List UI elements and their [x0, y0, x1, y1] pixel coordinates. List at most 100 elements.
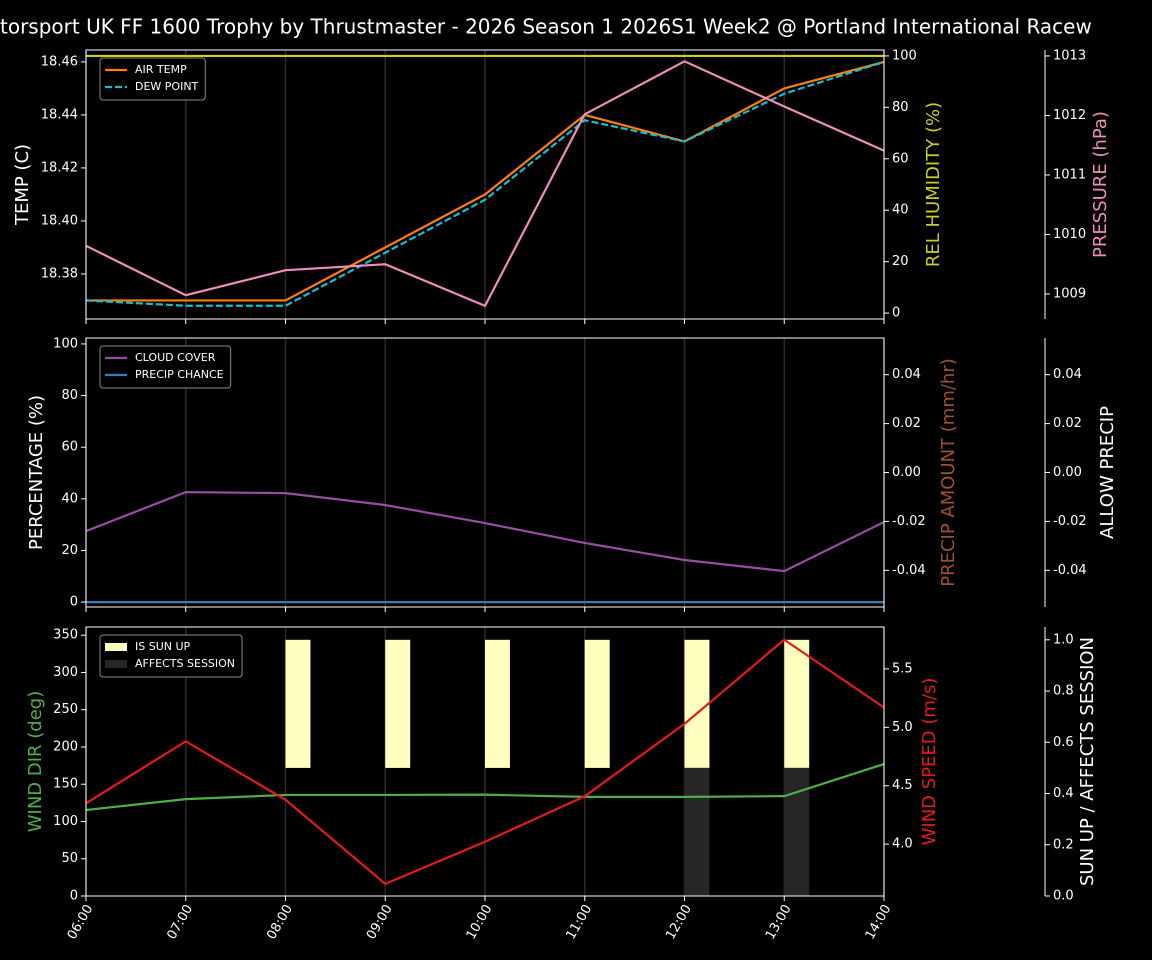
- y2-tick-label: 80: [892, 100, 909, 115]
- y3-axis-label: ALLOW PRECIP: [1097, 406, 1118, 539]
- y2-axis-label: REL HUMIDITY (%): [923, 102, 944, 267]
- y3-tick-label: 0.2: [1053, 837, 1074, 852]
- y3-tick-label: 1010: [1053, 227, 1086, 242]
- y3-tick-label: 0.4: [1053, 786, 1074, 801]
- y-axis-label: TEMP (C): [12, 144, 33, 226]
- y-tick-label: 100: [53, 814, 78, 829]
- y2-tick-label: 4.5: [892, 778, 913, 793]
- y-tick-label: 100: [53, 336, 78, 351]
- bar: [784, 767, 810, 896]
- line: [85, 763, 885, 812]
- y3-tick-label: 0.8: [1053, 684, 1074, 699]
- legend-label: IS SUN UP: [135, 640, 191, 653]
- y2-tick-label: 0: [892, 306, 900, 321]
- y3-tick-label: 1.0: [1053, 632, 1074, 647]
- y-tick-label: 60: [61, 440, 78, 455]
- y3-tick-label: -0.04: [1053, 563, 1087, 578]
- y3-tick-label: 0.0: [1053, 889, 1074, 904]
- legend-label: CLOUD COVER: [135, 351, 216, 364]
- legend-label: PRECIP CHANCE: [135, 368, 224, 381]
- x-tick-label: 10:00: [464, 902, 496, 942]
- y-tick-label: 0: [70, 595, 78, 610]
- chart-title: torsport UK FF 1600 Trophy by Thrustmast…: [0, 15, 1092, 39]
- y3-tick-label: 0.00: [1053, 465, 1082, 480]
- bar: [285, 639, 311, 768]
- line: [85, 60, 885, 307]
- y-tick-label: 18.42: [41, 160, 78, 175]
- line: [86, 60, 885, 302]
- y2-tick-label: 40: [892, 203, 909, 218]
- y2-tick-label: 0.02: [892, 416, 921, 431]
- y3-tick-label: -0.02: [1053, 514, 1087, 529]
- y2-axis-label: PRECIP AMOUNT (mm/hr): [938, 358, 959, 587]
- y2-tick-label: -0.02: [892, 514, 926, 529]
- bar: [784, 639, 810, 768]
- y3-tick-label: 0.02: [1053, 416, 1082, 431]
- y3-tick-label: 1012: [1053, 108, 1086, 123]
- y2-tick-label: 4.0: [892, 837, 913, 852]
- y-tick-label: 18.40: [41, 213, 78, 228]
- plot-frame: [85, 49, 885, 320]
- y3-tick-label: 1011: [1053, 167, 1086, 182]
- x-tick-label: 09:00: [364, 902, 396, 942]
- legend-box: [99, 345, 232, 389]
- x-tick-label: 11:00: [564, 902, 596, 942]
- legend: IS SUN UP AFFECTS SESSION: [99, 634, 243, 678]
- bar: [684, 639, 710, 768]
- legend-box: [99, 634, 243, 678]
- y-tick-label: 18.44: [41, 107, 78, 122]
- y3-tick-label: 1009: [1053, 287, 1086, 302]
- bar: [584, 639, 610, 768]
- y3-tick-label: 0.04: [1053, 367, 1082, 382]
- x-tick-label: 14:00: [863, 902, 895, 942]
- y2-tick-label: -0.04: [892, 563, 926, 578]
- y3-axis-label: PRESSURE (hPa): [1090, 111, 1111, 258]
- y2-tick-label: 5.5: [892, 661, 913, 676]
- legend-label: AFFECTS SESSION: [135, 657, 235, 670]
- line: [85, 60, 885, 308]
- x-tick-label: 12:00: [663, 902, 695, 942]
- y-tick-label: 0: [70, 889, 78, 904]
- x-tick-label: 07:00: [165, 902, 197, 942]
- y2-axis-label: WIND SPEED (m/s): [919, 678, 940, 846]
- y-tick-label: 80: [61, 388, 78, 403]
- legend: CLOUD COVER PRECIP CHANCE: [99, 345, 232, 389]
- x-tick-label: 08:00: [264, 902, 296, 942]
- legend: AIR TEMP DEW POINT: [99, 57, 206, 101]
- y2-tick-label: 60: [892, 151, 909, 166]
- y-axis-label: WIND DIR (deg): [25, 691, 46, 833]
- x-tick-label: 06:00: [65, 902, 97, 942]
- y-tick-label: 20: [61, 543, 78, 558]
- plot-frame: [85, 337, 885, 608]
- bar: [684, 767, 710, 896]
- y-tick-label: 350: [53, 628, 78, 643]
- y2-tick-label: 0.04: [892, 367, 921, 382]
- y2-tick-label: 0.00: [892, 465, 921, 480]
- y-axis-label: PERCENTAGE (%): [26, 395, 47, 550]
- line: [85, 491, 885, 573]
- y-tick-label: 18.46: [41, 54, 78, 69]
- y-tick-label: 300: [53, 665, 78, 680]
- y-tick-label: 50: [61, 851, 78, 866]
- y2-tick-label: 5.0: [892, 720, 913, 735]
- legend-label: DEW POINT: [135, 80, 199, 93]
- y3-tick-label: 0.6: [1053, 735, 1074, 750]
- legend-swatch: [105, 660, 127, 668]
- y2-tick-label: 100: [892, 48, 917, 63]
- y3-tick-label: 1013: [1053, 48, 1086, 63]
- plot-frame: [85, 626, 885, 897]
- y-tick-label: 250: [53, 702, 78, 717]
- y-tick-label: 18.38: [41, 266, 78, 281]
- y2-tick-label: 20: [892, 254, 909, 269]
- line: [85, 638, 885, 886]
- y-tick-label: 200: [53, 739, 78, 754]
- legend-label: AIR TEMP: [135, 63, 187, 76]
- legend-box: [99, 57, 206, 101]
- bar: [385, 639, 411, 768]
- bar: [485, 639, 510, 768]
- y-tick-label: 40: [61, 491, 78, 506]
- legend-swatch: [105, 643, 127, 651]
- y-tick-label: 150: [53, 777, 78, 792]
